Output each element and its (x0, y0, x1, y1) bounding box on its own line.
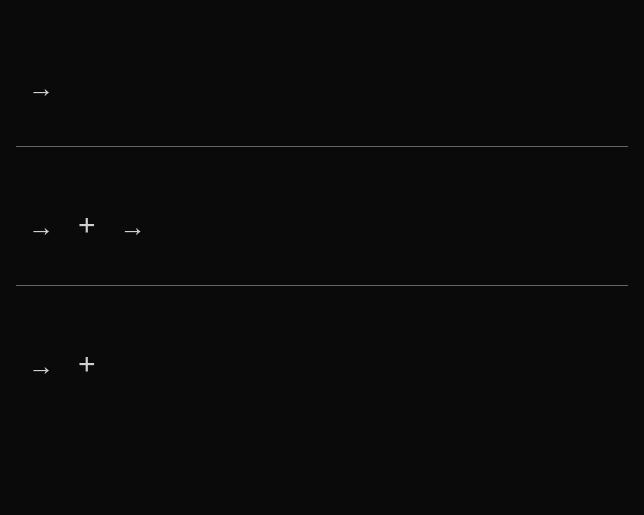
row-1: → (16, 8, 628, 146)
arrow-icon: → (28, 73, 54, 128)
plus-icon: + (78, 209, 96, 267)
arrow-icon: → (28, 212, 54, 267)
plus-icon: + (78, 348, 96, 406)
row-2: → + → (16, 147, 628, 285)
arrow-icon: → (120, 212, 146, 267)
row-3: → + (16, 286, 628, 424)
arrow-icon: → (28, 351, 54, 406)
